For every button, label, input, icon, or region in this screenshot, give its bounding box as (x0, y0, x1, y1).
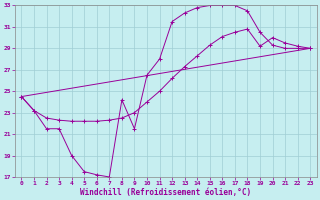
X-axis label: Windchill (Refroidissement éolien,°C): Windchill (Refroidissement éolien,°C) (80, 188, 252, 197)
